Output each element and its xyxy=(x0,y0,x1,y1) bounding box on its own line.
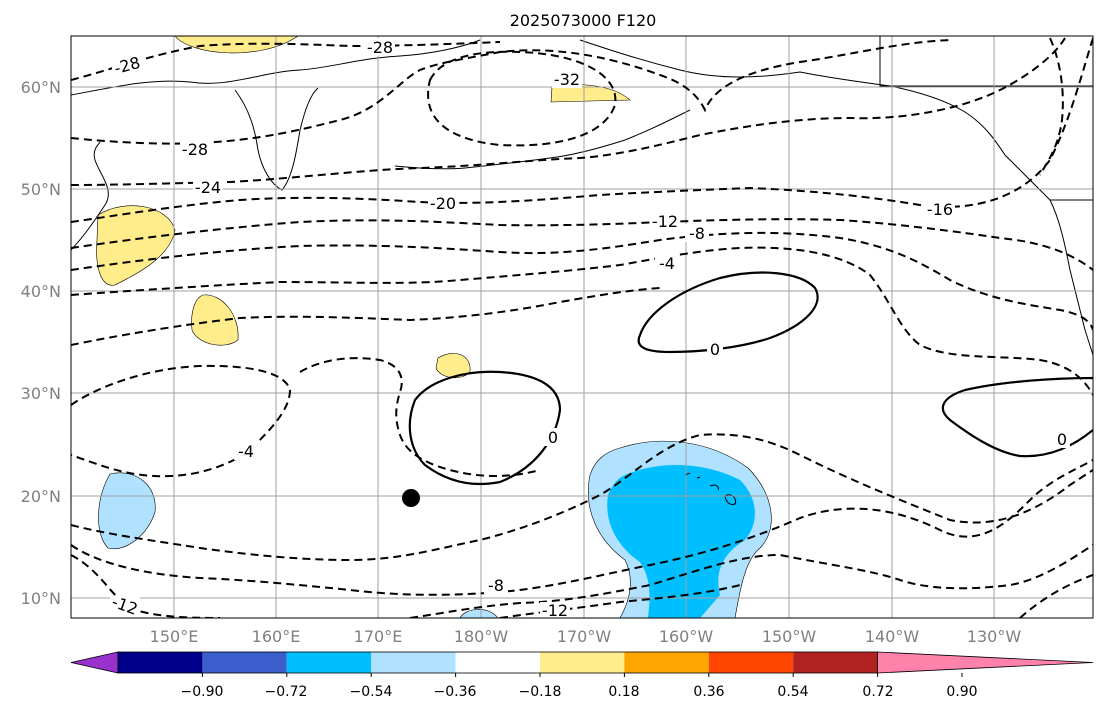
map-title: 2025073000 F120 xyxy=(510,11,657,30)
contour-line xyxy=(427,50,617,147)
contour-line xyxy=(71,246,1093,396)
contour-label: -4 xyxy=(659,254,675,273)
contour-line xyxy=(299,357,541,477)
colorbar-segments xyxy=(70,651,1094,674)
shaded-anomaly-regions xyxy=(96,36,772,618)
colorbar-outline xyxy=(117,651,878,674)
colorbar-tick-label: −0.72 xyxy=(265,684,308,700)
lat-label: 20°N xyxy=(21,487,61,506)
lon-label: 170°W xyxy=(557,627,612,646)
contour-label: -8 xyxy=(689,224,705,243)
colorbar-segment xyxy=(624,652,709,673)
contour-line xyxy=(71,37,1066,186)
colorbar-segment xyxy=(371,652,456,673)
contour-label: -8 xyxy=(488,576,504,595)
colorbar-tick-label: −0.90 xyxy=(181,684,224,700)
siberia-coastline xyxy=(71,39,481,96)
contour-line xyxy=(71,218,1093,271)
colorbar-tick-label: −0.36 xyxy=(434,684,477,700)
colorbar-tick-label: 0.36 xyxy=(693,684,724,700)
alaska-coastline xyxy=(579,39,1051,201)
lat-label: 30°N xyxy=(21,384,61,403)
contour-label: -12 xyxy=(542,601,568,620)
positive-anomaly-region xyxy=(435,353,471,379)
colorbar: −0.90 −0.72 −0.54 −0.36 −0.18 0.18 0.36 … xyxy=(70,651,1094,700)
colorbar-tick-label: −0.18 xyxy=(519,684,562,700)
zero-contour-line xyxy=(941,376,1093,458)
contour-line xyxy=(71,364,292,478)
japan-coastline xyxy=(71,141,109,251)
contour-label: -28 xyxy=(367,38,393,57)
canada-border xyxy=(879,36,1093,201)
hawaiian-islands xyxy=(684,472,737,505)
contour-label: -28 xyxy=(182,140,208,159)
aleutian-islands xyxy=(394,109,691,170)
lat-label: 50°N xyxy=(21,180,61,199)
contour-label: -32 xyxy=(554,70,580,89)
contour-line xyxy=(71,37,1093,223)
contour-label: 0 xyxy=(710,340,720,359)
colorbar-segment xyxy=(455,652,540,673)
longitude-labels: 150°E 160°E 170°E 180°W 170°W 160°W 150°… xyxy=(150,627,1022,646)
lon-label: 180°W xyxy=(454,627,509,646)
negative-anomaly-core xyxy=(607,464,755,618)
contour-line xyxy=(499,584,741,618)
lon-label: 130°W xyxy=(967,627,1022,646)
contour-line xyxy=(71,287,661,346)
lon-label: 150°E xyxy=(150,627,199,646)
colorbar-tick-label: −0.54 xyxy=(350,684,393,700)
kamchatka-coastline xyxy=(234,87,319,191)
zero-contour-line xyxy=(408,370,562,486)
contour-line xyxy=(71,39,951,145)
lon-label: 170°E xyxy=(354,627,403,646)
contour-label: -4 xyxy=(238,442,254,461)
colorbar-extend-low xyxy=(70,651,119,674)
map-frame xyxy=(70,35,1094,619)
contour-label: -16 xyxy=(927,200,953,219)
negative-contours xyxy=(71,37,1093,618)
colorbar-segment xyxy=(202,652,287,673)
storm-center-dot xyxy=(402,489,420,507)
lon-label: 140°W xyxy=(865,627,920,646)
colorbar-segment xyxy=(286,652,372,673)
colorbar-tick-label: 0.72 xyxy=(862,684,893,700)
positive-anomaly-region xyxy=(96,205,176,286)
contour-label: 0 xyxy=(548,428,558,447)
contour-label: -24 xyxy=(195,178,221,197)
contour-line xyxy=(71,231,1093,331)
contour-line xyxy=(1039,37,1064,176)
zero-contour-line xyxy=(637,271,819,354)
contour-label: -12 xyxy=(652,212,678,231)
colorbar-tick-label: 0.54 xyxy=(777,684,808,700)
colorbar-segment xyxy=(540,652,625,673)
colorbar-tick-label: 0.18 xyxy=(608,684,639,700)
colorbar-extend-high xyxy=(877,651,1094,674)
lon-label: 160°E xyxy=(252,627,301,646)
latitude-labels: 60°N 50°N 40°N 30°N 20°N 10°N xyxy=(21,78,61,608)
colorbar-tick-labels: −0.90 −0.72 −0.54 −0.36 −0.18 0.18 0.36 … xyxy=(181,684,978,700)
lat-label: 60°N xyxy=(21,78,61,97)
lat-label: 10°N xyxy=(21,589,61,608)
lon-label: 150°W xyxy=(762,627,817,646)
lat-label: 40°N xyxy=(21,282,61,301)
negative-anomaly-region xyxy=(459,609,499,618)
contour-label: 0 xyxy=(1057,430,1067,449)
colorbar-tick-label: 0.90 xyxy=(946,684,977,700)
negative-anomaly-region xyxy=(98,472,156,550)
coastlines xyxy=(71,36,1093,505)
colorbar-ticks xyxy=(201,673,963,677)
contour-labels: -28 -28 -32 -28 -24 -20 -16 -12 -8 -4 0 … xyxy=(109,38,1070,620)
lon-label: 160°W xyxy=(659,627,714,646)
contour-line xyxy=(71,459,1093,596)
colorbar-segment xyxy=(793,652,878,673)
contour-line xyxy=(71,433,1093,562)
contour-line xyxy=(1019,574,1093,618)
positive-anomaly-region xyxy=(191,294,239,346)
zero-contours xyxy=(408,271,1093,486)
colorbar-segment xyxy=(118,652,203,673)
contour-label: -20 xyxy=(430,194,456,213)
north-america-coastline xyxy=(1049,199,1093,356)
colorbar-segment xyxy=(708,652,794,673)
